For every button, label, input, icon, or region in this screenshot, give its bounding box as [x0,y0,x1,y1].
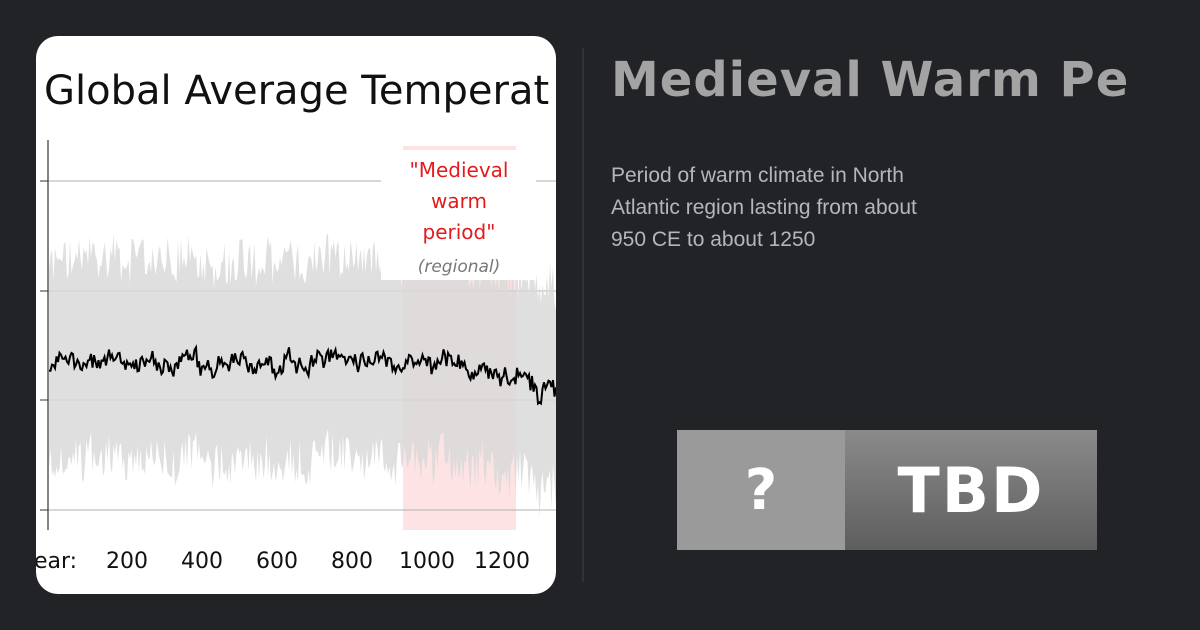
badge: ? TBD [677,430,1097,550]
x-label: 800 [331,549,373,574]
temperature-line [49,344,556,406]
x-label: 400 [181,549,223,574]
x-prefix: ear: [34,549,77,574]
highlight-line: period" [423,220,496,244]
highlight-line: warm [431,189,487,213]
highlight-note: (regional) [418,257,501,277]
description: Period of warm climate in North Atlantic… [611,164,917,251]
x-label: 1 [570,549,584,574]
thumbnail-title: Global Average Temperat [44,68,549,114]
badge-label: TBD [845,430,1097,550]
x-label: 200 [106,549,148,574]
uncertainty-band [49,233,556,518]
highlight-line: "Medieval [410,158,509,182]
x-label: 600 [256,549,298,574]
x-label: 1000 [399,549,455,574]
x-label: 1200 [474,549,530,574]
title: Medieval Warm Pe [611,52,1130,108]
badge-icon: ? [677,430,845,550]
label-background [381,150,536,280]
